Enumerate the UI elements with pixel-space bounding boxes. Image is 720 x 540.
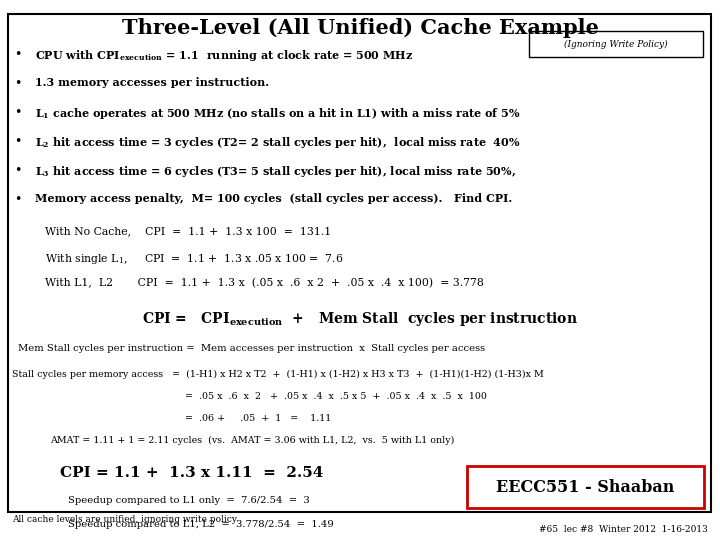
Text: With single L$_{\mathregular{1}}$,     CPI  =  1.1 +  1.3 x .05 x 100 =  7.6: With single L$_{\mathregular{1}}$, CPI =… [45, 252, 343, 266]
Text: •: • [14, 164, 22, 177]
FancyBboxPatch shape [467, 466, 704, 508]
Text: Speedup compared to L1 only  =  7.6/2.54  =  3: Speedup compared to L1 only = 7.6/2.54 =… [68, 496, 310, 505]
Text: =  .06 +     .05  +  1   =    1.11: = .06 + .05 + 1 = 1.11 [185, 414, 331, 423]
Text: CPI = 1.1 +  1.3 x 1.11  =  2.54: CPI = 1.1 + 1.3 x 1.11 = 2.54 [60, 466, 323, 480]
Text: CPI =   CPI$_{\mathregular{execution}}$  +   Mem Stall  cycles per instruction: CPI = CPI$_{\mathregular{execution}}$ + … [142, 310, 578, 328]
FancyBboxPatch shape [529, 31, 703, 57]
Text: AMAT = 1.11 + 1 = 2.11 cycles  (vs.  AMAT = 3.06 with L1, L2,  vs.  5 with L1 on: AMAT = 1.11 + 1 = 2.11 cycles (vs. AMAT … [50, 436, 454, 445]
Text: =  .05 x  .6  x  2   +  .05 x  .4  x  .5 x 5  +  .05 x  .4  x  .5  x  100: = .05 x .6 x 2 + .05 x .4 x .5 x 5 + .05… [185, 392, 487, 401]
Text: With L1,  L2       CPI  =  1.1 +  1.3 x  (.05 x  .6  x 2  +  .05 x  .4  x 100)  : With L1, L2 CPI = 1.1 + 1.3 x (.05 x .6 … [45, 278, 484, 288]
Text: (Ignoring Write Policy): (Ignoring Write Policy) [564, 39, 668, 49]
Text: •: • [14, 135, 22, 148]
Text: •: • [14, 106, 22, 119]
Text: Memory access penalty,  M= 100 cycles  (stall cycles per access).   Find CPI.: Memory access penalty, M= 100 cycles (st… [35, 193, 512, 204]
Text: Mem Stall cycles per instruction =  Mem accesses per instruction  x  Stall cycle: Mem Stall cycles per instruction = Mem a… [18, 344, 485, 353]
Text: CPU with CPI$_{\mathregular{execution}}$ = 1.1  running at clock rate = 500 MHz: CPU with CPI$_{\mathregular{execution}}$… [35, 48, 413, 63]
Text: •: • [14, 193, 22, 206]
Text: With No Cache,    CPI  =  1.1 +  1.3 x 100  =  131.1: With No Cache, CPI = 1.1 + 1.3 x 100 = 1… [45, 226, 331, 236]
Text: L$_{\mathregular{1}}$ cache operates at 500 MHz (no stalls on a hit in L1) with : L$_{\mathregular{1}}$ cache operates at … [35, 106, 521, 121]
Text: All cache levels are unified, ignoring write policy: All cache levels are unified, ignoring w… [12, 516, 237, 524]
Text: EECC551 - Shaaban: EECC551 - Shaaban [496, 478, 674, 496]
FancyBboxPatch shape [8, 14, 711, 512]
Text: Stall cycles per memory access   =  (1-H1) x H2 x T2  +  (1-H1) x (1-H2) x H3 x : Stall cycles per memory access = (1-H1) … [12, 370, 544, 379]
Text: L$_{\mathregular{3}}$ hit access time = 6 cycles (T3= 5 stall cycles per hit), l: L$_{\mathregular{3}}$ hit access time = … [35, 164, 516, 179]
Text: #65  lec #8  Winter 2012  1-16-2013: #65 lec #8 Winter 2012 1-16-2013 [539, 525, 708, 535]
Text: •: • [14, 77, 22, 90]
Text: Speedup compared to L1, L2  =  3.778/2.54  =  1.49: Speedup compared to L1, L2 = 3.778/2.54 … [68, 520, 334, 529]
Text: Three-Level (All Unified) Cache Example: Three-Level (All Unified) Cache Example [122, 18, 598, 38]
Text: •: • [14, 48, 22, 61]
Text: 1.3 memory accesses per instruction.: 1.3 memory accesses per instruction. [35, 77, 269, 88]
Text: L$_{\mathregular{2}}$ hit access time = 3 cycles (T2= 2 stall cycles per hit),  : L$_{\mathregular{2}}$ hit access time = … [35, 135, 521, 150]
